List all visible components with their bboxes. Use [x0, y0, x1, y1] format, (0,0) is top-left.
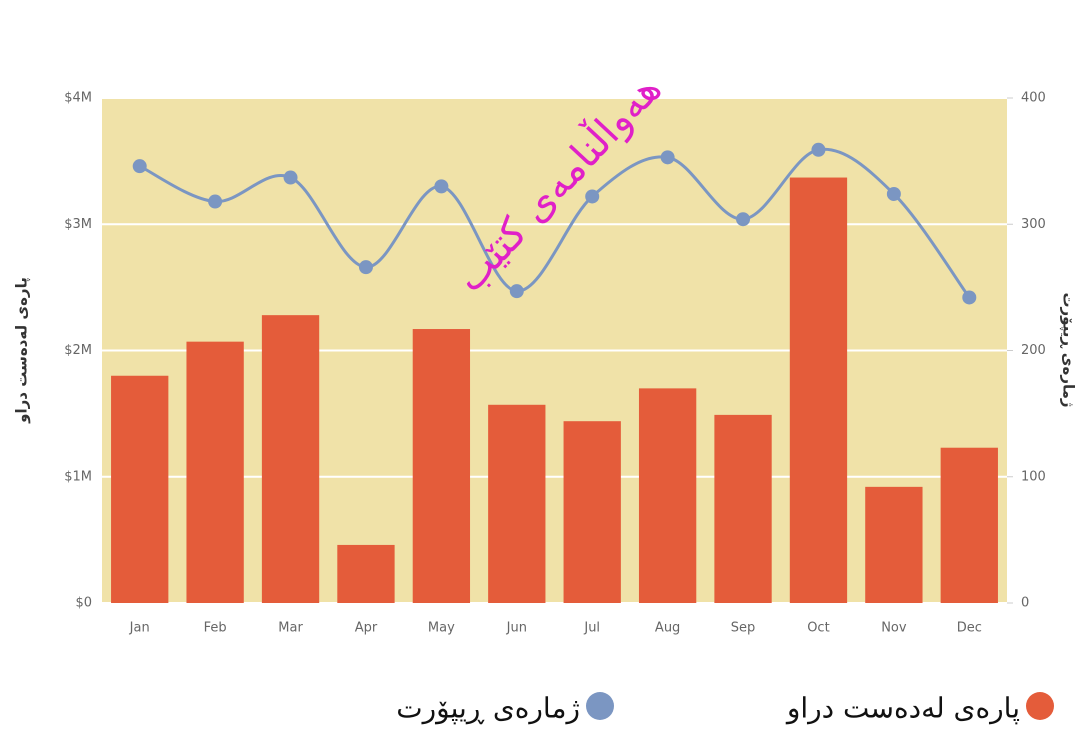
line-point	[962, 290, 977, 305]
line-point	[509, 284, 524, 299]
y2-tick-label: 0	[1021, 596, 1029, 611]
line-point	[358, 260, 373, 275]
y2-tick-label: 300	[1021, 217, 1046, 232]
x-tick-label: Feb	[204, 621, 227, 636]
line-point	[811, 142, 826, 157]
x-tick-label: May	[428, 621, 455, 636]
y2-tick-label: 200	[1021, 343, 1046, 358]
y2-tick-label: 100	[1021, 469, 1046, 484]
bar	[789, 177, 848, 603]
bar	[940, 447, 998, 603]
bar	[865, 486, 923, 603]
y2-axis-title: ژمارەی ڕیپۆرت	[1059, 292, 1078, 407]
x-tick-label: Jan	[129, 621, 150, 636]
x-tick-label: Jun	[506, 621, 527, 636]
x-tick-label: Jul	[583, 621, 600, 636]
legend-label: ژمارەی ڕیپۆرت	[396, 692, 580, 725]
y-tick-label: $2M	[64, 343, 92, 358]
line-point	[132, 159, 147, 174]
x-tick-label: Oct	[807, 621, 829, 636]
bar	[488, 404, 546, 603]
legend-swatch	[586, 692, 614, 720]
bar	[337, 544, 395, 603]
y-axis-title: پارەی لەدەست دراو	[13, 277, 32, 424]
y-tick-label: $0	[75, 596, 92, 611]
x-tick-label: Dec	[957, 621, 982, 636]
bar	[186, 341, 244, 603]
y-tick-label: $4M	[64, 91, 92, 106]
x-tick-label: Apr	[355, 621, 378, 636]
x-tick-label: Sep	[731, 621, 756, 636]
bar	[412, 329, 471, 603]
bar	[714, 414, 772, 603]
bar	[638, 388, 697, 603]
line-point	[208, 194, 223, 209]
legend-label: پارەی لەدەست دراو	[785, 692, 1020, 725]
bar	[261, 315, 320, 603]
x-tick-label: Aug	[655, 621, 680, 636]
y-tick-label: $1M	[64, 469, 92, 484]
line-point	[434, 179, 449, 194]
y-tick-label: $3M	[64, 217, 92, 232]
legend-swatch	[1026, 692, 1054, 720]
x-tick-label: Mar	[278, 621, 303, 636]
line-point	[585, 189, 600, 204]
line-point	[736, 212, 751, 227]
x-tick-label: Nov	[881, 621, 907, 636]
line-point	[283, 170, 298, 185]
bar	[563, 421, 621, 603]
line-point	[660, 150, 675, 165]
line-point	[886, 186, 901, 201]
y2-tick-label: 400	[1021, 91, 1046, 106]
bar	[111, 375, 169, 603]
